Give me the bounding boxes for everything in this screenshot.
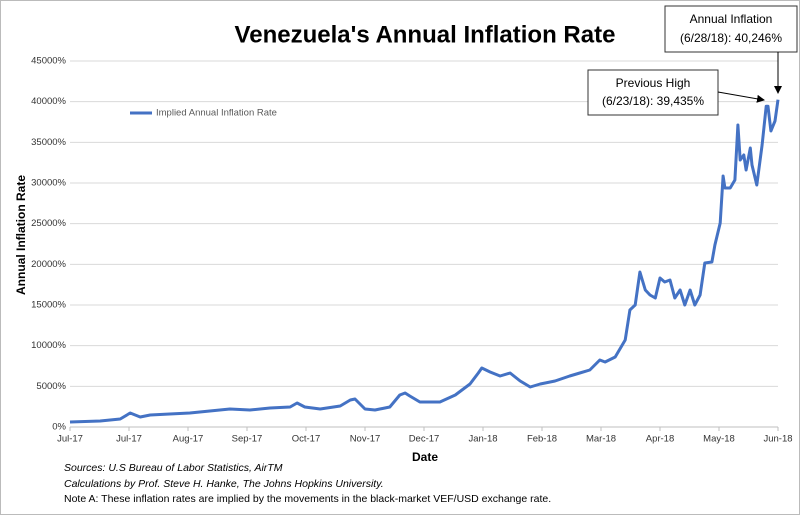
annotation-box xyxy=(587,69,719,116)
note: Note A: These inflation rates are implie… xyxy=(64,493,551,505)
annotation-text: (6/23/18): 39,435% xyxy=(602,94,704,108)
y-tick-label: 35000% xyxy=(31,137,66,148)
legend-label: Implied Annual Inflation Rate xyxy=(156,108,277,119)
x-tick-label: Jul-17 xyxy=(57,434,83,445)
y-tick-label: 15000% xyxy=(31,300,66,311)
y-tick-label: 45000% xyxy=(31,56,66,67)
series-line xyxy=(69,99,780,424)
x-tick-label: Sep-17 xyxy=(232,434,263,445)
y-tick-label: 5000% xyxy=(36,381,66,392)
y-tick-label: 25000% xyxy=(31,218,66,229)
annotation-text: (6/28/18): 40,246% xyxy=(680,31,782,45)
x-tick-label: Mar-18 xyxy=(586,434,616,445)
y-tick-label: 0% xyxy=(52,422,66,433)
x-tick-label: Oct-17 xyxy=(292,434,321,445)
chart-title: Venezuela's Annual Inflation Rate xyxy=(235,21,616,48)
note: Calculations by Prof. Steve H. Hanke, Th… xyxy=(64,478,384,490)
x-tick-label: Feb-18 xyxy=(527,434,557,445)
y-tick-label: 20000% xyxy=(31,259,66,270)
annotation-box xyxy=(664,5,798,53)
x-tick-label: Jun-18 xyxy=(763,434,792,445)
y-tick-label: 10000% xyxy=(31,340,66,351)
annotation-text: Annual Inflation xyxy=(690,12,773,26)
note: Sources: U.S Bureau of Labor Statistics,… xyxy=(64,462,283,474)
y-tick-label: 40000% xyxy=(31,96,66,107)
x-tick-label: Nov-17 xyxy=(350,434,381,445)
x-tick-label: Dec-17 xyxy=(409,434,440,445)
annotation-arrow xyxy=(717,91,765,103)
x-tick-label: Jan-18 xyxy=(468,434,497,445)
x-tick-label: Jul-17 xyxy=(116,434,142,445)
annotation-text: Previous High xyxy=(616,76,691,90)
y-axis-label: Annual Inflation Rate xyxy=(14,175,28,295)
x-tick-label: Aug-17 xyxy=(173,434,204,445)
x-tick-label: Apr-18 xyxy=(646,434,675,445)
x-tick-label: May-18 xyxy=(703,434,735,445)
x-axis-label: Date xyxy=(412,450,438,464)
y-tick-label: 30000% xyxy=(31,178,66,189)
